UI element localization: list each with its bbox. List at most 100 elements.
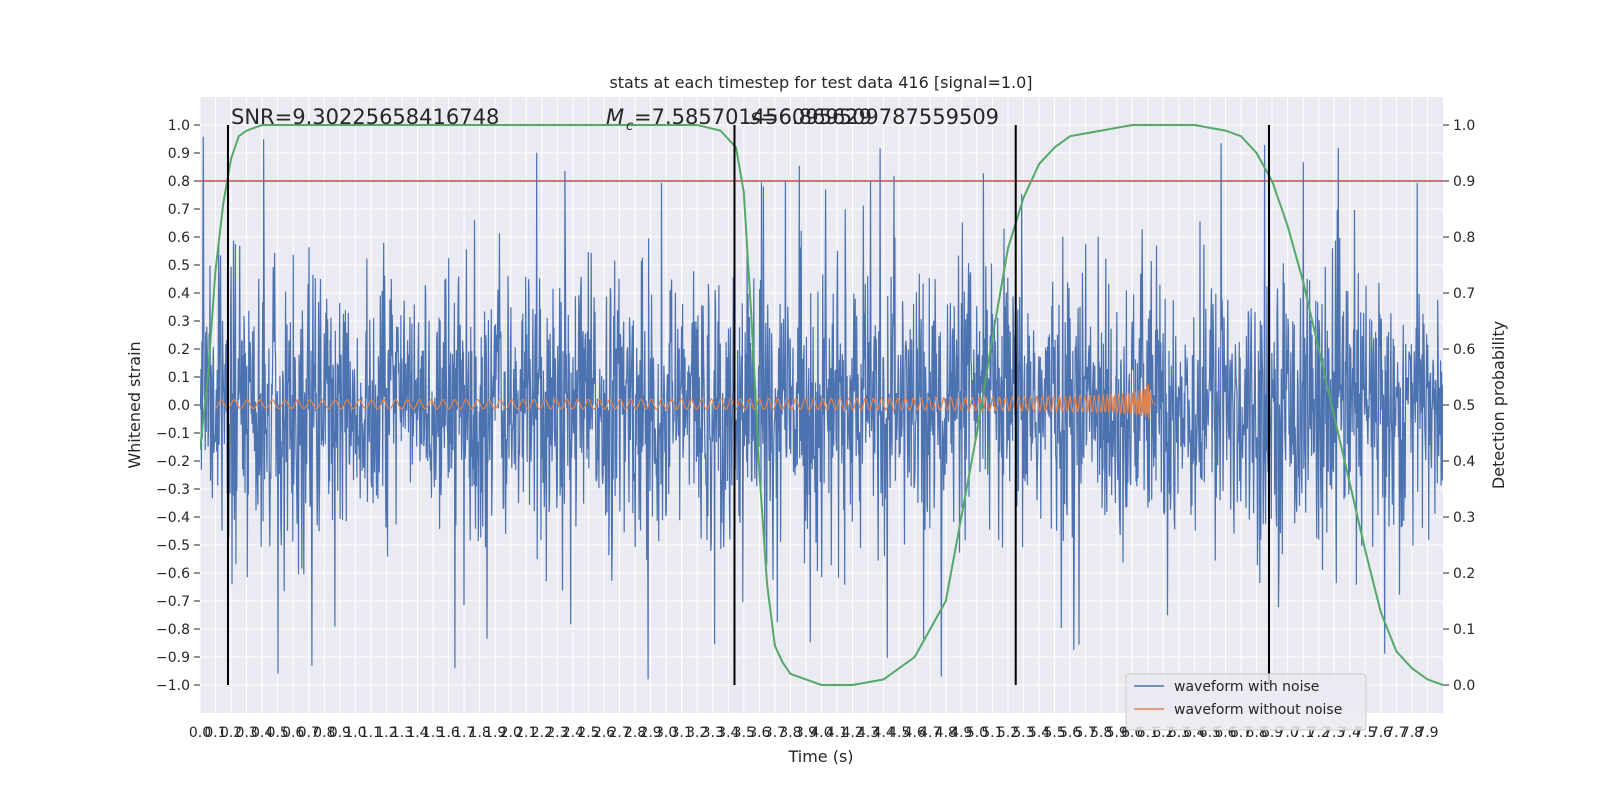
y-tick-label: 0.2	[168, 342, 190, 358]
series-waveform-without-noise	[215, 384, 1156, 420]
y-tick-label: −0.7	[156, 594, 190, 610]
x-tick-label: 5.7	[1075, 725, 1097, 741]
x-tick-label: 1.2	[375, 725, 397, 741]
y2-tick-label: 0.6	[1453, 342, 1475, 358]
x-tick-label: 7.6	[1370, 725, 1392, 741]
y-tick-label: −0.2	[156, 454, 190, 470]
x-tick-label: 2.5	[577, 725, 599, 741]
x-tick-label: 7.7	[1385, 725, 1407, 741]
x-tick-label: 5.1	[981, 725, 1003, 741]
y-tick-label: 0.9	[168, 146, 190, 162]
x-tick-label: 4.1	[826, 725, 848, 741]
x-tick-label: 7.8	[1401, 725, 1423, 741]
x-tick-label: 2.2	[531, 725, 553, 741]
x-tick-label: 5.3	[1012, 725, 1034, 741]
series-waveform-with-noise	[200, 136, 1443, 680]
vertical-lines	[226, 125, 1270, 685]
y-tick-label: 0.1	[168, 370, 190, 386]
svg-text:M: M	[606, 105, 624, 129]
x-tick-label: 4.9	[950, 725, 972, 741]
y2-tick-label: 0.2	[1453, 566, 1475, 582]
x-tick-label: 0.2	[220, 725, 242, 741]
legend: waveform with noise waveform without noi…	[1125, 673, 1367, 731]
x-tick-label: 3.7	[764, 725, 786, 741]
y-tick-label: 1.0	[168, 118, 190, 134]
x-tick-label: 5.6	[1059, 725, 1081, 741]
x-tick-label: 5.2	[997, 725, 1019, 741]
y-tick-label: −0.5	[156, 538, 190, 554]
x-tick-label: 1.7	[453, 725, 475, 741]
x-tick-label: 3.9	[795, 725, 817, 741]
y-tick-label: −0.3	[156, 482, 190, 498]
y2-tick-labels: 0.0 0.1 0.2 0.3 0.4 0.5 0.6 0.7 0.8 0.9 1.0	[1443, 118, 1475, 694]
x-tick-label: 3.3	[702, 725, 724, 741]
x-tick-label: 4.5	[888, 725, 910, 741]
x-tick-label: 0.4	[251, 725, 273, 741]
svg-text:=7.585701456095629: =7.585701456095629	[634, 105, 872, 129]
x-tick-label: 4.8	[935, 725, 957, 741]
x-tick-label: 4.7	[919, 725, 941, 741]
x-tick-label: 0.1	[204, 725, 226, 741]
x-tick-label: 0.0	[189, 725, 211, 741]
y-tick-label: 0.3	[168, 314, 190, 330]
y-tick-label: −0.9	[156, 650, 190, 666]
x-tick-label: 3.5	[733, 725, 755, 741]
x-tick-label: 3.4	[717, 725, 739, 741]
y-tick-label: −1.0	[156, 678, 190, 694]
x-tick-label: 0.3	[235, 725, 257, 741]
x-tick-label: 0.7	[298, 725, 320, 741]
x-tick-label: 1.1	[360, 725, 382, 741]
y-axis-label: Whitened strain	[125, 341, 144, 468]
x-tick-label: 4.0	[810, 725, 832, 741]
y2-tick-label: 1.0	[1453, 118, 1475, 134]
y2-tick-label: 0.1	[1453, 622, 1475, 638]
x-tick-label: 2.8	[624, 725, 646, 741]
x-tick-label: 5.4	[1028, 725, 1050, 741]
series-detection-probability	[200, 124, 1443, 686]
x-tick-label: 1.3	[391, 725, 413, 741]
svg-text:c: c	[626, 119, 633, 134]
y-tick-label: −0.6	[156, 566, 190, 582]
x-tick-label: 4.4	[873, 725, 895, 741]
x-tick-label: 2.3	[546, 725, 568, 741]
y2-tick-label: 0.0	[1453, 678, 1475, 694]
y2-tick-label: 0.7	[1453, 286, 1475, 302]
x-tick-label: 1.5	[422, 725, 444, 741]
x-tick-label: 1.8	[469, 725, 491, 741]
chart-title: stats at each timestep for test data 416…	[609, 73, 1032, 92]
y-tick-label: −0.4	[156, 510, 190, 526]
x-tick-label: 0.9	[329, 725, 351, 741]
x-tick-label: 4.2	[841, 725, 863, 741]
x-tick-label: 3.1	[671, 725, 693, 741]
x-tick-label: 0.5	[267, 725, 289, 741]
annotation-chirp-mass: M c =7.585701456095629	[606, 105, 872, 134]
x-tick-label: 7.9	[1416, 725, 1438, 741]
y-tick-label: 0.6	[168, 230, 190, 246]
y2-tick-label: 0.3	[1453, 510, 1475, 526]
y-tick-label: 0.5	[168, 258, 190, 274]
x-tick-label: 1.9	[484, 725, 506, 741]
y-tick-label: −0.8	[156, 622, 190, 638]
y-tick-label: 0.4	[168, 286, 190, 302]
x-tick-label: 3.0	[655, 725, 677, 741]
x-tick-label: 2.9	[639, 725, 661, 741]
x-tick-label: 1.4	[406, 725, 428, 741]
x-tick-label: 2.7	[608, 725, 630, 741]
x-axis-label: Time (s)	[787, 747, 853, 766]
svg-text:=6.869509787559509: =6.869509787559509	[761, 105, 999, 129]
annotation-snr: SNR=9.30225658416748	[231, 105, 499, 129]
annotation-s: s =6.869509787559509	[750, 105, 999, 129]
x-tick-label: 2.4	[562, 725, 584, 741]
x-tick-label: 2.1	[515, 725, 537, 741]
x-tick-label: 2.6	[593, 725, 615, 741]
x-tick-label: 0.8	[313, 725, 335, 741]
y-tick-labels: −1.0 −0.9 −0.8 −0.7 −0.6 −0.5 −0.4 −0.3 −0.2 −0.1…	[156, 118, 200, 694]
x-tick-label: 1.0	[344, 725, 366, 741]
x-tick-label: 1.6	[437, 725, 459, 741]
x-tick-label: 4.6	[904, 725, 926, 741]
x-tick-label: 5.8	[1090, 725, 1112, 741]
y-tick-label: 0.8	[168, 174, 190, 190]
x-tick-label: 5.5	[1043, 725, 1065, 741]
x-tick-label: 0.6	[282, 725, 304, 741]
